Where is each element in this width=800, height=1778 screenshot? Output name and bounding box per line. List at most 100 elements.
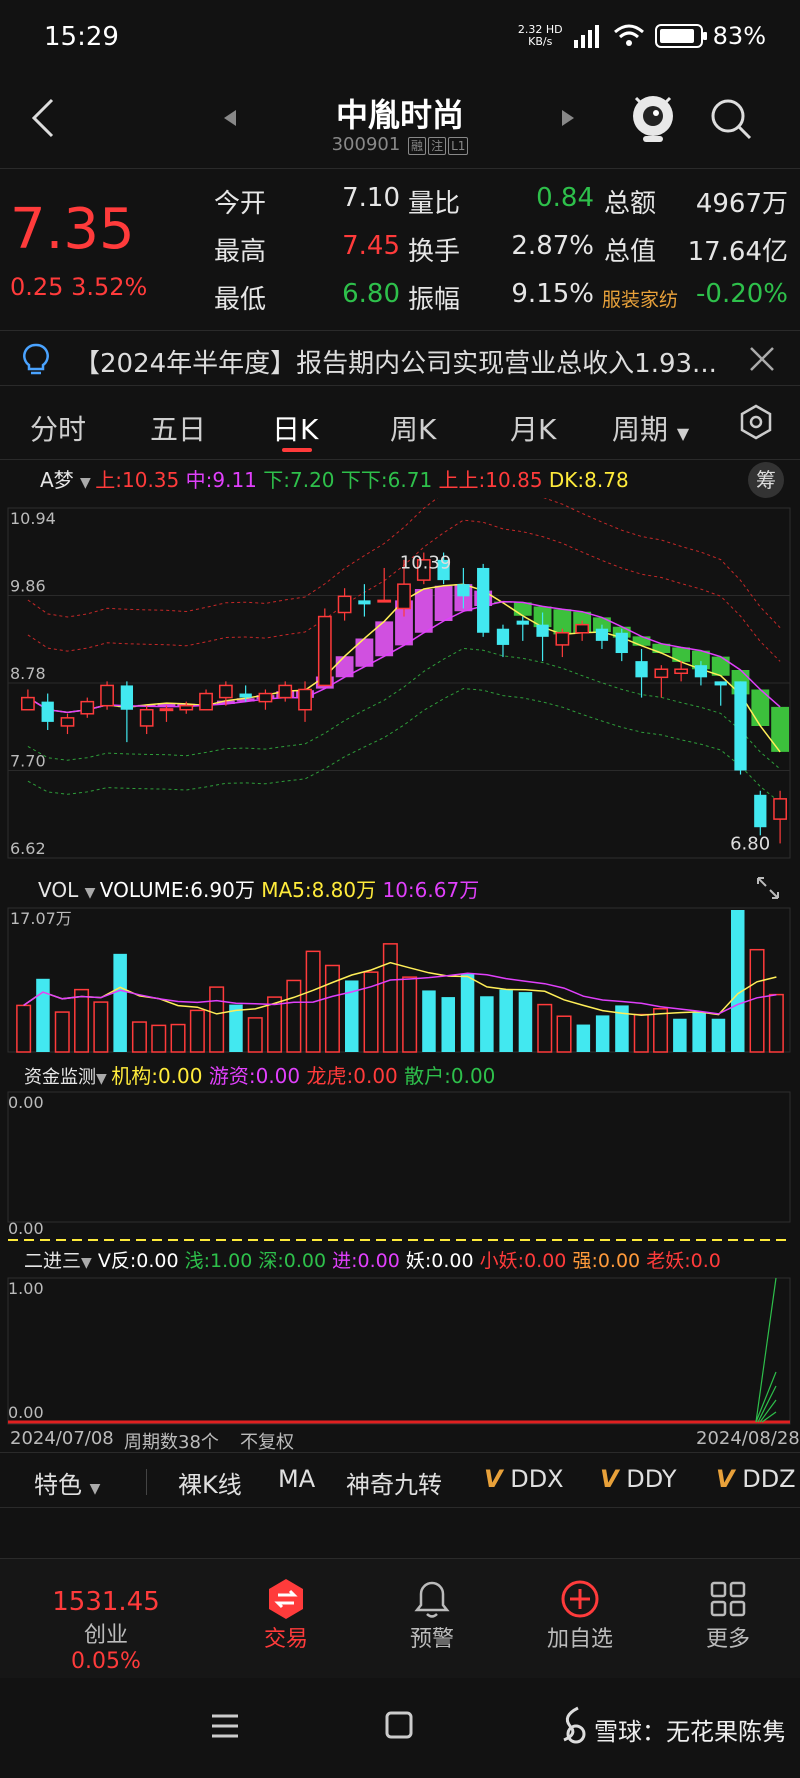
adjust-mode[interactable]: 不复权	[240, 1432, 294, 1453]
value-low: 6.80	[342, 279, 400, 309]
back-icon[interactable]	[28, 96, 58, 140]
divider	[146, 1469, 147, 1495]
erjin-laoyao: 老妖:0.0	[646, 1250, 721, 1272]
feature-naked-k[interactable]: 裸K线	[178, 1471, 242, 1499]
vol-ma10: 10:6.67万	[382, 878, 480, 902]
industry-change: -0.20%	[696, 279, 788, 309]
tab-five-day[interactable]: 五日	[150, 413, 207, 446]
kline-indicator-bar: A梦 ▼ 上:10.35 中:9.11 下:7.20 下下:6.71 上上:10…	[40, 464, 629, 493]
next-stock-icon[interactable]	[560, 108, 576, 128]
volume-bar	[749, 948, 765, 1053]
volume-max-label: 17.07万	[10, 909, 72, 928]
candle-body	[714, 681, 727, 686]
nav-more[interactable]: 更多	[668, 1577, 788, 1653]
erjin-y-top: 1.00	[8, 1279, 44, 1298]
tab-monthly-k[interactable]: 月K	[510, 413, 557, 446]
volume-bar	[441, 997, 456, 1052]
xueqiu-logo-icon	[563, 1706, 586, 1744]
home-square-icon[interactable]	[384, 1710, 414, 1740]
expand-icon[interactable]	[754, 874, 782, 902]
chip-button[interactable]: 筹	[748, 462, 784, 498]
settings-hex-icon[interactable]	[738, 404, 774, 440]
volume-bar	[556, 1015, 572, 1053]
candle-body	[337, 595, 352, 614]
volume-bar	[267, 996, 283, 1053]
candle-body	[694, 665, 708, 678]
feature-ma[interactable]: MA	[278, 1465, 316, 1493]
feature-magic-nine[interactable]: 神奇九转	[346, 1471, 442, 1499]
battery-level: 83%	[712, 22, 766, 50]
lightbulb-icon	[23, 343, 49, 375]
value-open: 7.10	[342, 183, 400, 213]
candle-body	[575, 623, 590, 634]
prev-stock-icon[interactable]	[222, 108, 238, 128]
high-label: 10.39	[400, 553, 452, 574]
trade-icon	[269, 1579, 303, 1619]
feature-ddx[interactable]: V DDX	[484, 1465, 564, 1493]
caret-down-icon: ▼	[676, 424, 690, 443]
quote-panel: 7.35 0.25 3.52% 今开 7.10 量比 0.84 总额 4967万…	[0, 168, 800, 328]
erjin-shen: 深:0.00	[258, 1250, 327, 1272]
feature-ddy[interactable]: V DDY	[600, 1465, 677, 1493]
erjin-bar: 二进三▼ V反:0.00 浅:1.00 深:0.00 进:0.00 妖:0.00…	[24, 1246, 721, 1273]
candle-body	[397, 583, 411, 610]
volume-bar	[344, 980, 359, 1052]
candle-body	[477, 567, 490, 633]
fund-monitor-bar: 资金监测▼ 机构:0.00 游资:0.00 龙虎:0.00 散户:0.00	[24, 1060, 495, 1089]
erjin-qiang: 强:0.00	[572, 1250, 641, 1272]
candle-body	[278, 684, 293, 699]
industry-link[interactable]: 服装家纺	[602, 289, 679, 311]
kline-chart[interactable]: 10.94 9.86 8.78 7.70 6.62 10.39 6.80	[0, 498, 800, 868]
feature-ddz[interactable]: V DDZ	[716, 1465, 796, 1493]
tab-weekly-k[interactable]: 周K	[390, 413, 437, 446]
tab-intraday[interactable]: 分时	[30, 413, 87, 446]
bottom-nav: 1531.45 创业 0.05% 交易 预警 加自选 更多	[0, 1558, 800, 1678]
indicator-name[interactable]: A梦	[40, 468, 74, 492]
news-banner[interactable]: 【2024年半年度】报告期内公司实现营业总收入1.93...	[0, 330, 800, 386]
caret-down-icon: ▼	[89, 1481, 101, 1497]
signal-icon	[573, 25, 599, 48]
volume-bar	[595, 1015, 610, 1052]
stock-code: 300901 融注 L1	[0, 134, 800, 155]
erjin-label[interactable]: 二进三	[24, 1250, 82, 1272]
nav-index[interactable]: 1531.45 创业 0.05%	[46, 1587, 166, 1674]
vol-value: VOLUME:6.90万	[99, 878, 255, 902]
last-price: 7.35	[10, 197, 135, 262]
assistant-icon[interactable]	[628, 90, 678, 146]
erjin-xiaoyao: 小妖:0.00	[479, 1250, 567, 1272]
fund-y-top: 0.00	[8, 1093, 44, 1112]
search-icon[interactable]	[708, 96, 754, 142]
candle-body	[457, 584, 470, 597]
volume-bar	[711, 1018, 726, 1052]
volume-bar	[673, 1018, 687, 1052]
candle-body	[674, 668, 689, 675]
date-start: 2024/07/08	[10, 1428, 114, 1449]
vol-label[interactable]: VOL	[38, 878, 79, 902]
volume-bar	[402, 976, 418, 1053]
nav-add-watchlist[interactable]: 加自选	[520, 1577, 640, 1653]
close-icon[interactable]	[748, 345, 776, 373]
volume-bar	[54, 1011, 70, 1053]
menu-icon[interactable]	[210, 1712, 240, 1740]
feature-special[interactable]: 特色 ▼	[34, 1471, 101, 1499]
tab-period[interactable]: 周期 ▼	[612, 413, 690, 446]
candle-body	[139, 708, 154, 727]
fund-chart: 0.00 0.00	[7, 1091, 791, 1241]
candle-body	[100, 684, 114, 707]
candle-body	[120, 685, 134, 710]
erjin-vfan: V反:0.00	[97, 1250, 179, 1272]
y-tick-label: 7.70	[10, 752, 46, 771]
tab-daily-k[interactable]: 日K	[272, 413, 319, 446]
label-market-cap: 总值	[604, 237, 657, 267]
volume-chart[interactable]: 17.07万	[0, 904, 800, 1054]
candle-body	[358, 600, 371, 605]
fund-label[interactable]: 资金监测	[24, 1067, 96, 1088]
nav-trade[interactable]: 交易	[226, 1577, 346, 1653]
erjin-qian: 浅:1.00	[184, 1250, 253, 1272]
volume-bar	[36, 978, 50, 1052]
value-amount: 4967万	[695, 189, 788, 219]
candle-body	[734, 681, 747, 771]
candle-body	[416, 559, 431, 581]
nav-alert[interactable]: 预警	[372, 1577, 492, 1653]
wifi-icon	[613, 24, 644, 46]
